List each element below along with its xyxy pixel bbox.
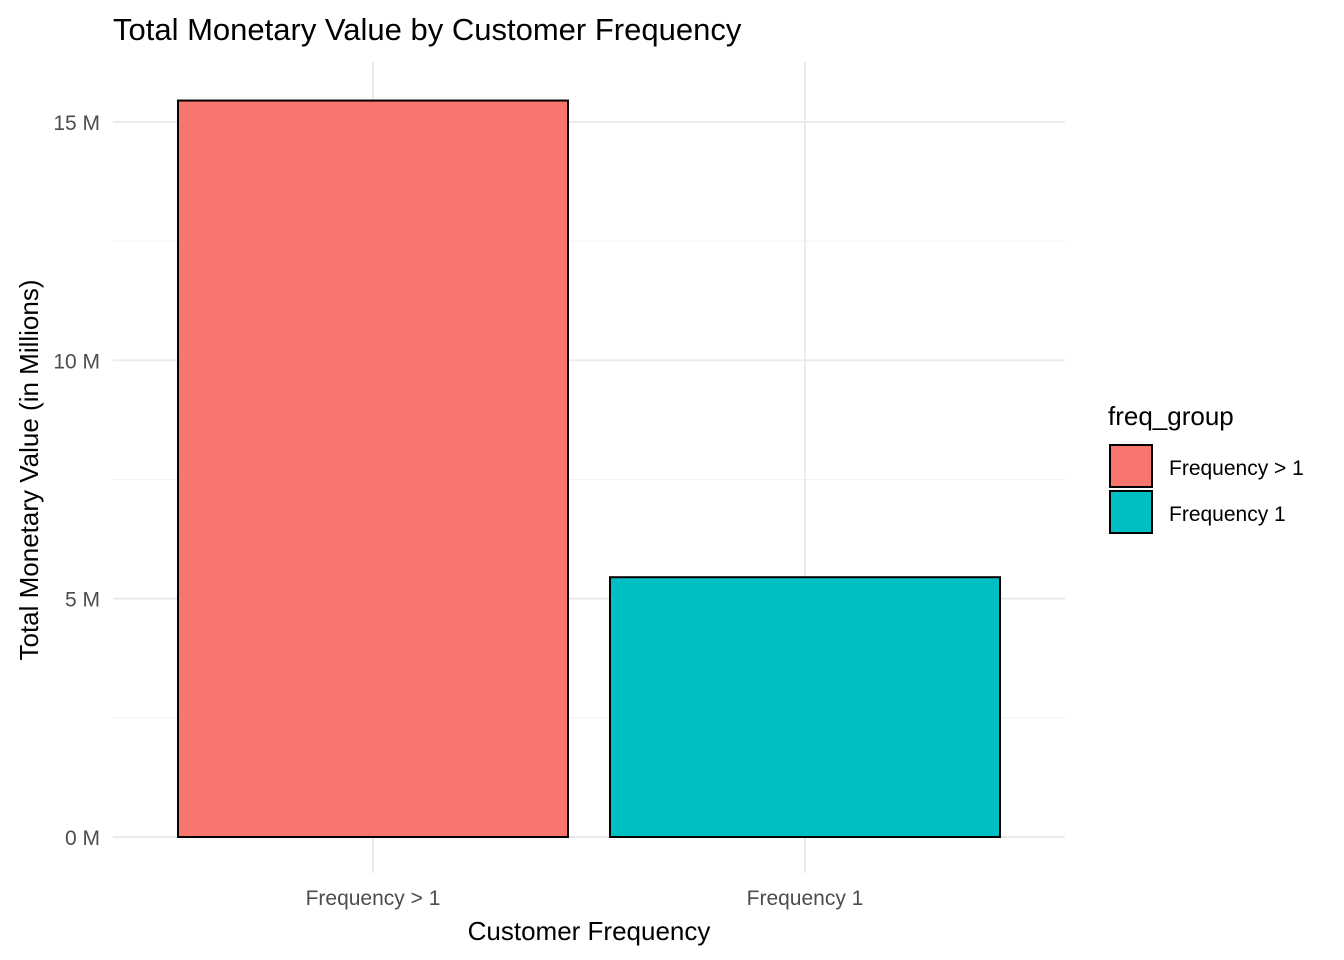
y-tick-label: 10 M xyxy=(53,350,100,373)
legend-title: freq_group xyxy=(1108,401,1234,431)
bar-layer xyxy=(177,99,1001,839)
y-tick-label: 0 M xyxy=(65,827,100,850)
x-axis-title: Customer Frequency xyxy=(468,916,711,946)
x-tick-label: Frequency > 1 xyxy=(306,887,441,910)
legend-label: Frequency 1 xyxy=(1169,503,1286,526)
legend-key xyxy=(1109,490,1153,534)
legend-key xyxy=(1109,444,1153,488)
y-tick-label: 15 M xyxy=(53,112,100,135)
bar-1 xyxy=(177,99,569,839)
legend: freq_group Frequency > 1 Frequency 1 xyxy=(1108,401,1304,534)
legend-label: Frequency > 1 xyxy=(1169,457,1304,480)
bar-2 xyxy=(609,576,1001,838)
y-tick-label: 5 M xyxy=(65,589,100,612)
legend-items: Frequency > 1 Frequency 1 xyxy=(1109,444,1304,534)
axis-layer: 0 M 5 M 10 M 15 M Frequency > 1 Frequency 1 xyxy=(53,112,863,910)
chart-title: Total Monetary Value by Customer Frequen… xyxy=(113,12,742,47)
y-axis-title: Total Monetary Value (in Millions) xyxy=(14,280,44,661)
x-tick-label: Frequency 1 xyxy=(747,887,864,910)
